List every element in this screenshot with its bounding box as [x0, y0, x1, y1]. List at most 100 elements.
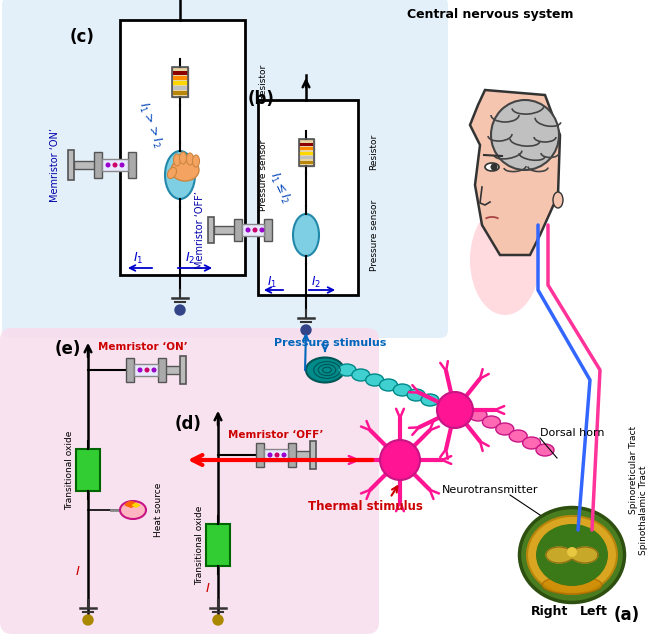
- Ellipse shape: [407, 389, 425, 401]
- Ellipse shape: [193, 155, 199, 167]
- Bar: [288, 443, 296, 467]
- Ellipse shape: [520, 508, 624, 603]
- Circle shape: [113, 162, 118, 168]
- FancyBboxPatch shape: [0, 328, 379, 634]
- Circle shape: [274, 452, 280, 457]
- Text: (a): (a): [614, 606, 640, 624]
- Text: Pressure sensor: Pressure sensor: [369, 199, 378, 271]
- Bar: [173, 76, 188, 80]
- Bar: [264, 449, 288, 461]
- Circle shape: [437, 392, 473, 428]
- Ellipse shape: [306, 357, 344, 382]
- Bar: [172, 67, 188, 97]
- Circle shape: [213, 615, 223, 625]
- Ellipse shape: [470, 205, 540, 315]
- Ellipse shape: [171, 159, 199, 181]
- Wedge shape: [124, 501, 138, 508]
- Text: Dorsal horn: Dorsal horn: [540, 428, 604, 438]
- Text: $I_1$: $I_1$: [267, 275, 277, 290]
- Text: $I_1\leq I_2$: $I_1\leq I_2$: [266, 169, 294, 206]
- Ellipse shape: [165, 151, 195, 199]
- Bar: [76, 449, 100, 491]
- Text: Transitional oxide: Transitional oxide: [195, 505, 204, 585]
- Text: Pressure stimulus: Pressure stimulus: [274, 338, 386, 348]
- Text: $I_1$: $I_1$: [133, 250, 143, 266]
- Text: Spinothalamic Tract: Spinothalamic Tract: [639, 465, 647, 555]
- Text: Resistor: Resistor: [369, 134, 378, 170]
- Text: $I$: $I$: [75, 565, 81, 578]
- Bar: [158, 358, 166, 382]
- Bar: [214, 226, 238, 234]
- Circle shape: [380, 440, 420, 480]
- Circle shape: [267, 452, 272, 457]
- Text: Memristor ‘OFF’: Memristor ‘OFF’: [228, 430, 324, 440]
- Ellipse shape: [168, 168, 177, 178]
- Text: $I_1>>I_2$: $I_1>>I_2$: [135, 100, 165, 150]
- Text: (e): (e): [55, 340, 82, 358]
- Bar: [128, 152, 136, 178]
- Bar: [299, 143, 313, 146]
- Polygon shape: [470, 90, 560, 255]
- Bar: [299, 161, 313, 164]
- Bar: [256, 443, 264, 467]
- FancyBboxPatch shape: [2, 0, 448, 338]
- Bar: [126, 358, 134, 382]
- Bar: [299, 147, 313, 150]
- Ellipse shape: [352, 369, 370, 381]
- Bar: [180, 356, 186, 384]
- Ellipse shape: [542, 576, 602, 594]
- Text: Thermal stimulus: Thermal stimulus: [307, 500, 422, 513]
- Text: Spinoreticular Tract: Spinoreticular Tract: [628, 426, 637, 514]
- Circle shape: [252, 227, 258, 233]
- Text: Neurotransmitter: Neurotransmitter: [442, 485, 538, 495]
- Bar: [172, 67, 188, 97]
- Ellipse shape: [380, 379, 397, 391]
- Circle shape: [567, 547, 577, 557]
- Ellipse shape: [186, 153, 193, 165]
- Ellipse shape: [491, 100, 559, 170]
- Ellipse shape: [120, 501, 146, 519]
- Ellipse shape: [553, 192, 563, 208]
- Bar: [94, 152, 102, 178]
- Text: Memristor ‘ON’: Memristor ‘ON’: [50, 128, 60, 202]
- Ellipse shape: [293, 214, 319, 256]
- Bar: [173, 71, 188, 75]
- Bar: [298, 138, 314, 166]
- Ellipse shape: [536, 444, 554, 456]
- Ellipse shape: [338, 364, 356, 376]
- Circle shape: [259, 227, 265, 233]
- Circle shape: [144, 368, 149, 373]
- Ellipse shape: [509, 430, 527, 442]
- Bar: [102, 159, 128, 171]
- Ellipse shape: [496, 423, 514, 435]
- Text: Left: Left: [580, 605, 608, 618]
- Text: Right: Right: [531, 605, 569, 618]
- Circle shape: [138, 368, 142, 373]
- Ellipse shape: [527, 516, 617, 594]
- Bar: [310, 441, 316, 469]
- Circle shape: [83, 615, 93, 625]
- Ellipse shape: [173, 154, 181, 166]
- Ellipse shape: [179, 152, 186, 164]
- Bar: [299, 156, 313, 159]
- Ellipse shape: [469, 409, 487, 421]
- Circle shape: [490, 164, 498, 171]
- Bar: [288, 451, 312, 459]
- Wedge shape: [132, 503, 140, 508]
- Circle shape: [281, 452, 287, 457]
- Text: Pressure sensor: Pressure sensor: [259, 140, 267, 211]
- Bar: [208, 217, 214, 243]
- Ellipse shape: [366, 374, 384, 386]
- Text: Memristor ‘ON’: Memristor ‘ON’: [98, 342, 188, 352]
- Bar: [298, 138, 314, 166]
- Text: Memristor ‘OFF’: Memristor ‘OFF’: [195, 191, 205, 269]
- Circle shape: [175, 305, 185, 315]
- Bar: [173, 81, 188, 85]
- Ellipse shape: [421, 394, 439, 406]
- Circle shape: [245, 227, 250, 233]
- Bar: [74, 161, 98, 169]
- Bar: [242, 224, 264, 236]
- Bar: [258, 100, 358, 295]
- Circle shape: [301, 325, 311, 335]
- Bar: [158, 366, 182, 374]
